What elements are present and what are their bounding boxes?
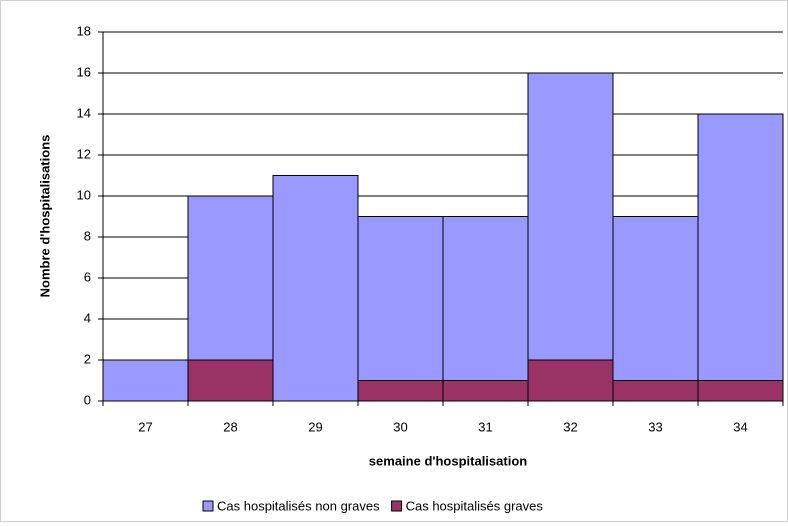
y-tick-label: 4 — [84, 310, 91, 325]
y-tick-label: 16 — [77, 64, 91, 79]
y-tick-label: 14 — [77, 105, 91, 120]
x-tick-label: 30 — [393, 419, 407, 434]
bar-segment — [442, 380, 529, 402]
legend-swatch — [202, 500, 214, 512]
legend-swatch — [391, 500, 403, 512]
bar-segment — [527, 72, 614, 361]
bar-segment — [527, 359, 614, 402]
x-tick-label: 27 — [138, 419, 152, 434]
y-tick-label: 2 — [84, 351, 91, 366]
bar-segment — [697, 113, 784, 381]
y-tick-label: 0 — [84, 392, 91, 407]
legend-label: Cas hospitalisés non graves — [217, 498, 380, 513]
legend-label: Cas hospitalisés graves — [406, 498, 544, 513]
y-tick-label: 6 — [84, 269, 91, 284]
bar-segment — [612, 380, 699, 402]
bar-segment — [187, 359, 274, 402]
bar-segment — [187, 195, 274, 361]
y-tick-label: 18 — [77, 23, 91, 38]
x-tick-label: 29 — [308, 419, 322, 434]
x-tick-label: 31 — [478, 419, 492, 434]
bar-segment — [357, 216, 444, 381]
y-tick-label: 12 — [77, 146, 91, 161]
x-tick-label: 34 — [733, 419, 747, 434]
bar-segment — [442, 216, 529, 381]
x-tick-label: 33 — [648, 419, 662, 434]
bar-segment — [102, 359, 189, 402]
x-tick-label: 32 — [563, 419, 577, 434]
y-axis-label: Nombre d'hospitalisations — [37, 135, 52, 298]
y-tick-label: 8 — [84, 228, 91, 243]
bar-segment — [357, 380, 444, 402]
x-axis-label: semaine d'hospitalisation — [369, 453, 527, 468]
y-tick-label: 10 — [77, 187, 91, 202]
bar-segment — [612, 216, 699, 381]
bar-segment — [697, 380, 784, 402]
x-tick-label: 28 — [223, 419, 237, 434]
bar-segment — [272, 175, 359, 402]
